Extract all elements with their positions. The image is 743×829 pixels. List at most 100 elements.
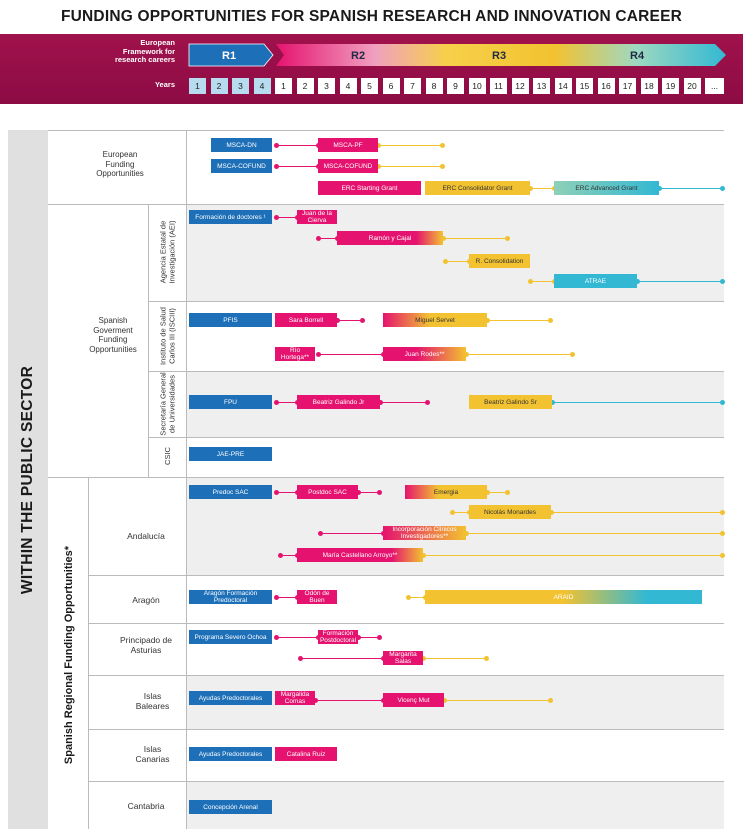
years-label: Years: [154, 80, 175, 89]
bar-msca-pf: MSCA-PF: [318, 138, 378, 152]
year-box: 12: [511, 78, 529, 94]
connector-dot: [312, 698, 318, 703]
region-baleares: Islas Baleares: [135, 691, 170, 711]
row-divider: [48, 204, 724, 205]
connector-dot: [315, 352, 321, 357]
column-divider: [88, 477, 89, 829]
connector-dot: [569, 352, 575, 357]
connector-dot: [719, 186, 725, 191]
bar-msca-cofund: MSCA-COFUND: [211, 159, 272, 173]
region-asturias: Principado de Asturias: [120, 635, 172, 655]
bar-rio-hortega: Río Hortega**: [275, 347, 315, 361]
connector-line: [551, 512, 722, 513]
connector-line: [300, 658, 383, 659]
connector-dot: [420, 553, 426, 558]
connector-line: [445, 261, 469, 262]
connector-dot: [719, 553, 725, 558]
year-box: 4: [339, 78, 357, 94]
connector-dot: [273, 164, 279, 169]
connector-line: [423, 658, 486, 659]
connector-line: [358, 637, 379, 638]
row-divider: [88, 729, 724, 730]
bar-r-consolidation: R. Consolidation: [469, 254, 530, 268]
connector-line: [276, 402, 297, 403]
region-aragon: Aragón: [132, 595, 160, 605]
bar-predoc-sac: Predoc SAC: [189, 485, 272, 499]
row-divider: [88, 575, 724, 576]
connector-line: [380, 402, 427, 403]
connector-dot: [719, 510, 725, 515]
connector-dot: [439, 143, 445, 148]
connector-dot: [547, 698, 553, 703]
group-european: European Funding Opportunities: [96, 150, 144, 178]
header-band: European Framework for research careers …: [0, 34, 743, 104]
connector-line: [276, 166, 318, 167]
connector-dot: [504, 236, 510, 241]
connector-dot: [634, 279, 640, 284]
connector-dot: [273, 215, 279, 220]
connector-dot: [420, 656, 426, 661]
connector-dot: [439, 164, 445, 169]
year-box: 1: [275, 78, 292, 94]
connector-line: [530, 188, 554, 189]
connector-line: [466, 354, 572, 355]
bar-incorporacion: Incorporación Clínicos Investigadores**: [383, 526, 466, 540]
framework-label: European Framework for research careers: [114, 38, 175, 64]
connector-dot: [424, 400, 430, 405]
connector-dot: [273, 635, 279, 640]
bar-erc-advanced: ERC Advanced Grant: [554, 181, 659, 195]
connector-dot: [527, 279, 533, 284]
year-box: 6: [382, 78, 400, 94]
connector-line: [659, 188, 722, 189]
connector-dot: [359, 318, 365, 323]
connector-line: [318, 354, 383, 355]
row-divider: [148, 437, 724, 438]
connector-line: [487, 492, 507, 493]
connector-dot: [719, 400, 725, 405]
bar-aragon-formacion: Aragón Formación Predoctoral: [189, 590, 272, 604]
agency-aei: Agencia Estatal de Investigación (AEI): [158, 220, 177, 284]
connector-dot: [297, 656, 303, 661]
year-box: 5: [361, 78, 378, 94]
bar-erc-consolidator: ERC Consolidator Grant: [425, 181, 530, 195]
bar-catalina-ruiz: Catalina Ruiz: [275, 747, 337, 761]
connector-dot: [483, 656, 489, 661]
region-cantabria: Cantabria: [127, 801, 165, 811]
connector-line: [444, 700, 550, 701]
connector-dot: [315, 236, 321, 241]
connector-line: [358, 492, 379, 493]
connector-line: [408, 597, 425, 598]
connector-line: [276, 145, 318, 146]
row-divider: [88, 675, 724, 676]
connector-dot: [449, 510, 455, 515]
bar-margalida-comas: Margalida Comas: [275, 691, 315, 705]
connector-line: [337, 320, 362, 321]
connector-dot: [547, 318, 553, 323]
bar-margarita-salas: Margarita Salas: [383, 651, 423, 665]
stage-r3-label: R3: [492, 50, 507, 62]
year-box: 15: [576, 78, 593, 94]
connector-line: [487, 320, 550, 321]
year-box: 1: [189, 78, 206, 94]
year-box: 17: [619, 78, 636, 94]
bar-msca-cofund-2: MSCA-COFUND: [318, 159, 378, 173]
connector-dot: [334, 318, 340, 323]
bar-severo-ochoa: Programa Severo Ochoa: [189, 630, 272, 644]
agency-csic: CSIC: [162, 447, 172, 465]
stage-r2-r4-arrow: [276, 44, 726, 66]
connector-line: [452, 512, 469, 513]
connector-line: [443, 238, 507, 239]
public-sector-band: [8, 130, 48, 829]
region-andalucia: Andalucía: [127, 531, 165, 541]
connector-dot: [376, 635, 382, 640]
connector-line: [378, 145, 442, 146]
year-box: 14: [554, 78, 572, 94]
connector-dot: [273, 143, 279, 148]
column-divider: [148, 204, 149, 477]
bar-odon-buen: Odón de Buen: [297, 590, 337, 604]
bar-msca-dn: MSCA-DN: [211, 138, 272, 152]
year-box: 9: [447, 78, 464, 94]
year-box: 10: [468, 78, 486, 94]
connector-line: [276, 637, 318, 638]
connector-dot: [273, 400, 279, 405]
